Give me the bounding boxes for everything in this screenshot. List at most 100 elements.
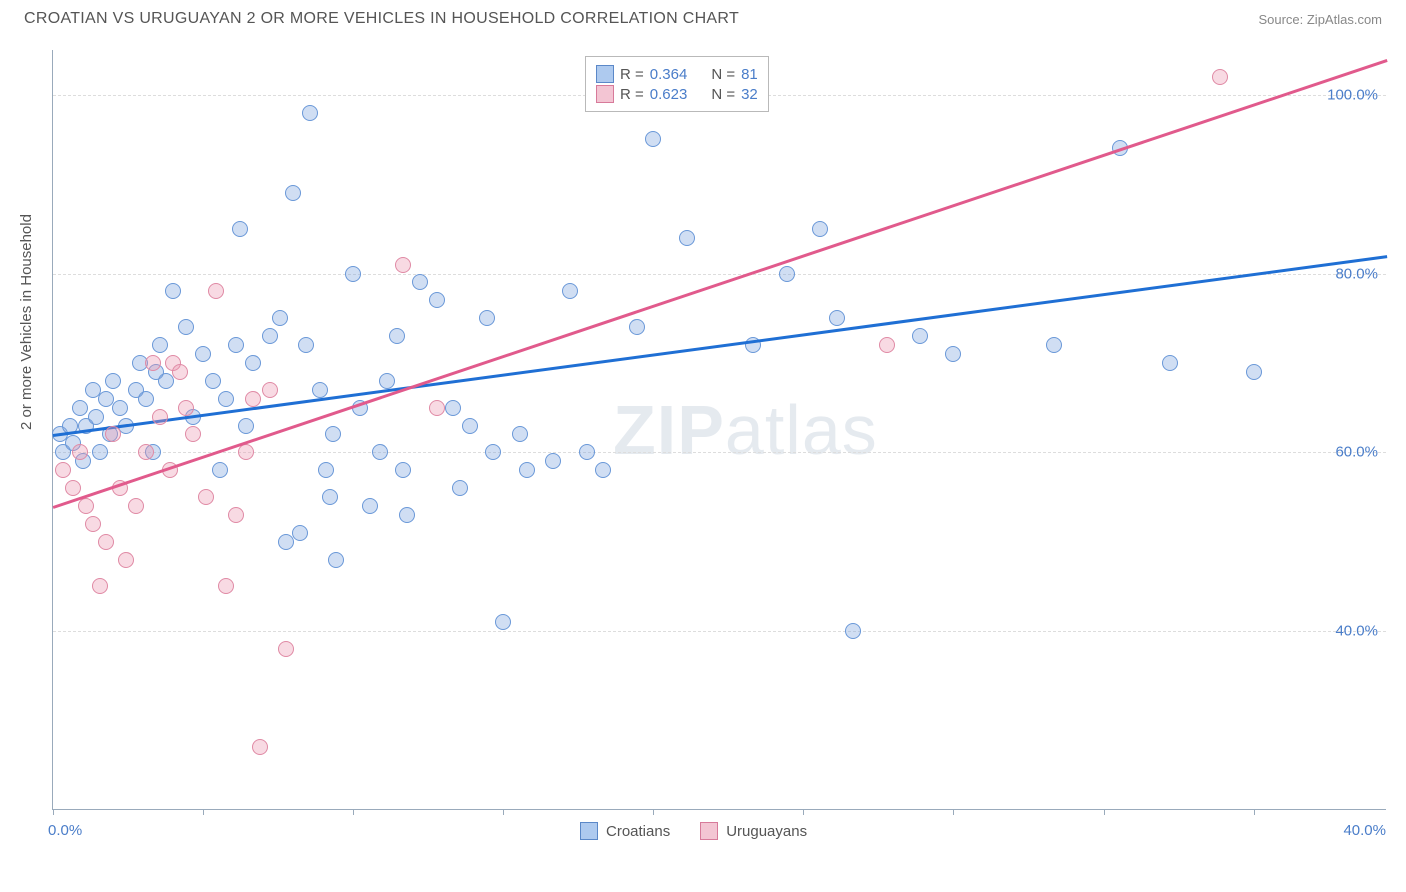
- n-label: N =: [711, 86, 735, 103]
- legend-label: Croatians: [606, 823, 670, 840]
- data-point: [399, 507, 415, 523]
- legend-row: R =0.364N =81: [596, 65, 758, 83]
- data-point: [372, 444, 388, 460]
- data-point: [105, 373, 121, 389]
- data-point: [389, 328, 405, 344]
- data-point: [302, 105, 318, 121]
- data-point: [945, 346, 961, 362]
- data-point: [272, 310, 288, 326]
- data-point: [345, 266, 361, 282]
- data-point: [452, 480, 468, 496]
- data-point: [479, 310, 495, 326]
- data-point: [298, 337, 314, 353]
- data-point: [829, 310, 845, 326]
- data-point: [152, 409, 168, 425]
- data-point: [172, 364, 188, 380]
- y-tick-label: 40.0%: [1335, 623, 1378, 640]
- data-point: [185, 426, 201, 442]
- data-point: [379, 373, 395, 389]
- data-point: [152, 337, 168, 353]
- data-point: [178, 319, 194, 335]
- legend-swatch: [700, 822, 718, 840]
- y-axis-title: 2 or more Vehicles in Household: [18, 214, 35, 430]
- n-label: N =: [711, 66, 735, 83]
- data-point: [195, 346, 211, 362]
- data-point: [322, 489, 338, 505]
- data-point: [88, 409, 104, 425]
- data-point: [128, 498, 144, 514]
- data-point: [245, 391, 261, 407]
- header: CROATIAN VS URUGUAYAN 2 OR MORE VEHICLES…: [0, 0, 1406, 36]
- gridline: [53, 274, 1386, 275]
- data-point: [579, 444, 595, 460]
- data-point: [812, 221, 828, 237]
- data-point: [879, 337, 895, 353]
- data-point: [595, 462, 611, 478]
- data-point: [98, 534, 114, 550]
- legend-swatch: [596, 65, 614, 83]
- data-point: [645, 131, 661, 147]
- x-axis-min-label: 0.0%: [48, 822, 82, 839]
- data-point: [92, 578, 108, 594]
- data-point: [178, 400, 194, 416]
- data-point: [205, 373, 221, 389]
- y-tick-label: 80.0%: [1335, 265, 1378, 282]
- data-point: [138, 444, 154, 460]
- watermark: ZIPatlas: [613, 390, 878, 470]
- legend-item: Croatians: [580, 822, 670, 840]
- n-value: 32: [741, 86, 758, 103]
- data-point: [72, 400, 88, 416]
- data-point: [485, 444, 501, 460]
- x-tick: [503, 809, 504, 815]
- legend-item: Uruguayans: [700, 822, 807, 840]
- data-point: [562, 283, 578, 299]
- data-point: [285, 185, 301, 201]
- data-point: [779, 266, 795, 282]
- chart-title: CROATIAN VS URUGUAYAN 2 OR MORE VEHICLES…: [24, 10, 739, 28]
- data-point: [292, 525, 308, 541]
- correlation-legend: R =0.364N =81R = 0.623 N = 32: [585, 56, 769, 112]
- data-point: [228, 507, 244, 523]
- x-tick: [203, 809, 204, 815]
- data-point: [238, 418, 254, 434]
- data-point: [912, 328, 928, 344]
- data-point: [845, 623, 861, 639]
- data-point: [212, 462, 228, 478]
- data-point: [218, 578, 234, 594]
- data-point: [545, 453, 561, 469]
- data-point: [208, 283, 224, 299]
- data-point: [218, 391, 234, 407]
- data-point: [412, 274, 428, 290]
- x-tick: [803, 809, 804, 815]
- data-point: [55, 462, 71, 478]
- data-point: [1046, 337, 1062, 353]
- data-point: [395, 257, 411, 273]
- source-label: Source: ZipAtlas.com: [1258, 12, 1382, 27]
- data-point: [105, 426, 121, 442]
- data-point: [85, 516, 101, 532]
- data-point: [138, 391, 154, 407]
- legend-swatch: [596, 85, 614, 103]
- r-label: R =: [620, 66, 644, 83]
- data-point: [78, 498, 94, 514]
- data-point: [445, 400, 461, 416]
- data-point: [165, 283, 181, 299]
- data-point: [495, 614, 511, 630]
- data-point: [395, 462, 411, 478]
- data-point: [325, 426, 341, 442]
- gridline: [53, 631, 1386, 632]
- data-point: [519, 462, 535, 478]
- r-value: 0.623: [650, 86, 688, 103]
- data-point: [228, 337, 244, 353]
- data-point: [252, 739, 268, 755]
- data-point: [318, 462, 334, 478]
- data-point: [112, 400, 128, 416]
- data-point: [1246, 364, 1262, 380]
- legend-swatch: [580, 822, 598, 840]
- x-tick: [53, 809, 54, 815]
- data-point: [512, 426, 528, 442]
- data-point: [232, 221, 248, 237]
- scatter-chart: ZIPatlas 40.0%60.0%80.0%100.0%: [52, 50, 1386, 810]
- data-point: [278, 641, 294, 657]
- legend-row: R =0.623N =32: [596, 85, 758, 103]
